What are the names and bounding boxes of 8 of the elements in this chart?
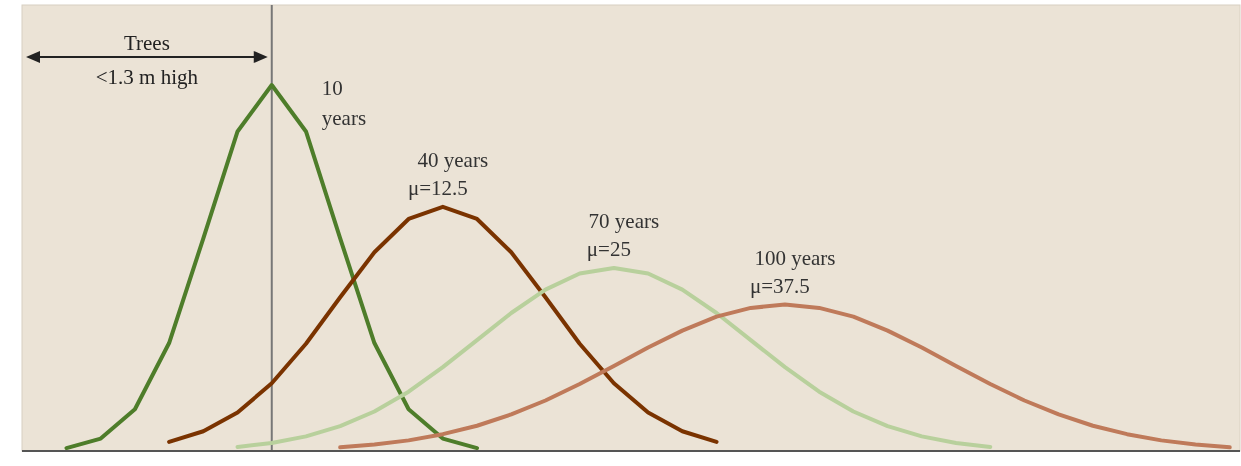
annotation: Trees <1.3 m high <box>95 31 199 89</box>
series-label: 40 years <box>417 147 489 172</box>
annotation: μ=12.5 <box>407 175 468 200</box>
series-label: 100 years <box>754 245 836 270</box>
annotation: μ=37.5 <box>750 273 810 298</box>
annotation: μ=25 <box>586 237 631 261</box>
series-label: 10 years <box>321 76 367 130</box>
series-label: 70 years <box>588 209 660 233</box>
